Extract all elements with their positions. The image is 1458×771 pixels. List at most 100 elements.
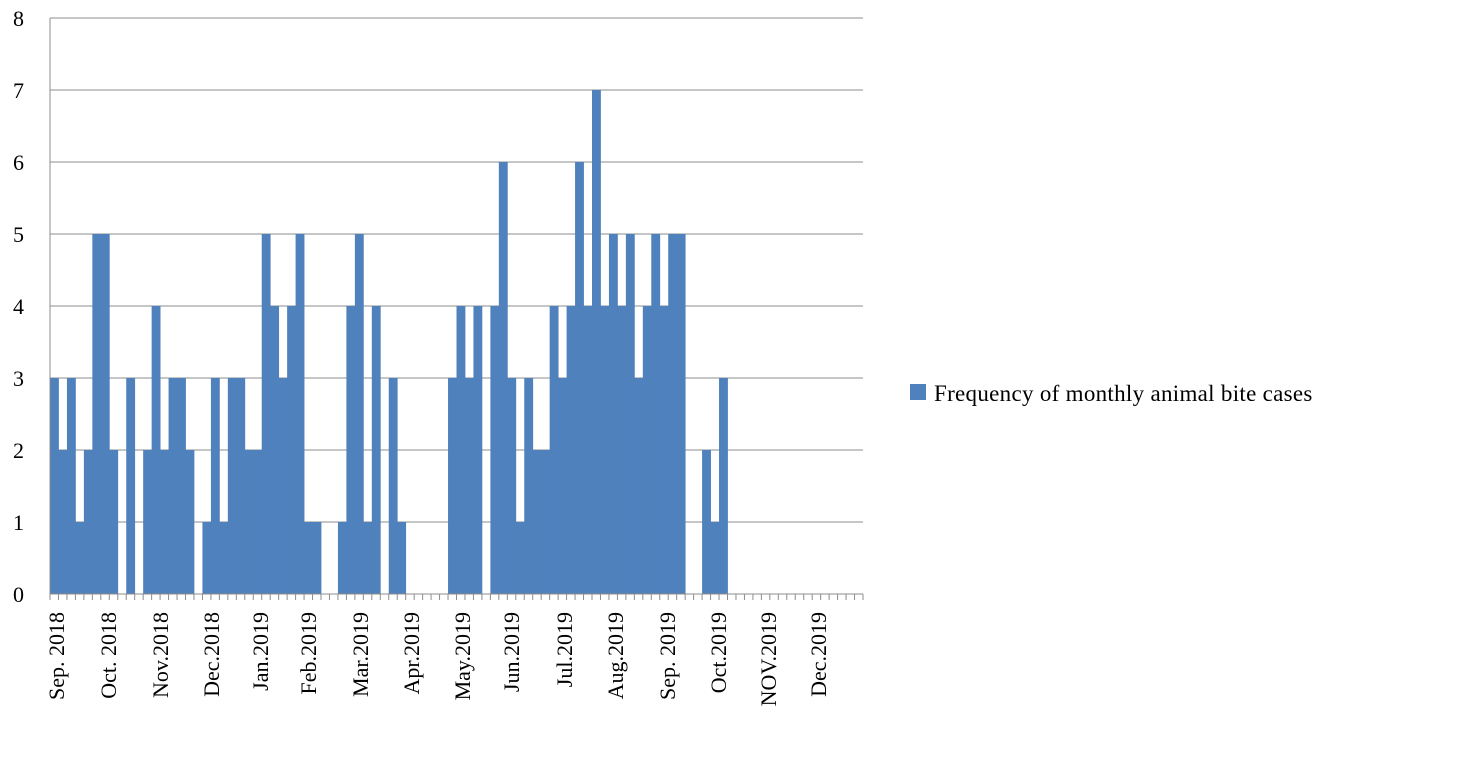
bar xyxy=(448,378,457,594)
bar xyxy=(566,306,576,594)
y-tick-label: 4 xyxy=(13,294,24,319)
bar xyxy=(634,378,644,594)
bar xyxy=(58,450,68,594)
x-tick-label: Jun.2019 xyxy=(499,612,524,692)
bar xyxy=(464,378,474,594)
x-tick-label: Oct. 2018 xyxy=(96,612,121,699)
y-tick-label: 1 xyxy=(13,510,24,535)
bar xyxy=(92,234,102,594)
x-tick-label: Oct.2019 xyxy=(706,612,731,693)
bar xyxy=(702,450,711,594)
bar xyxy=(524,378,534,594)
bar xyxy=(363,522,373,594)
bar xyxy=(388,378,398,594)
bar xyxy=(642,306,652,594)
bar xyxy=(668,234,678,594)
bar xyxy=(177,378,186,594)
bar xyxy=(354,234,364,594)
y-tick-label: 5 xyxy=(13,222,24,247)
x-tick-label: Nov.2018 xyxy=(148,612,173,698)
y-tick-label: 3 xyxy=(13,366,24,391)
y-tick-label: 7 xyxy=(13,78,24,103)
axes xyxy=(49,18,864,600)
bar xyxy=(490,306,500,594)
y-tick-label: 8 xyxy=(13,6,24,31)
bar xyxy=(295,234,305,594)
bar xyxy=(719,378,728,594)
bar xyxy=(676,234,686,594)
x-tick-label: May.2019 xyxy=(450,612,475,700)
bar xyxy=(261,234,271,594)
bar xyxy=(287,306,296,594)
x-tick-label: Dec.2018 xyxy=(199,612,224,697)
bar xyxy=(227,378,237,594)
bar xyxy=(371,306,381,594)
bar xyxy=(608,234,618,594)
bar xyxy=(160,450,169,594)
bar xyxy=(592,90,601,594)
x-tick-label: Jan.2019 xyxy=(248,612,273,691)
x-tick-labels: Sep. 2018 Oct. 2018 Nov.2018 Dec.2018 Jan.20… xyxy=(44,612,831,706)
x-tick-label: Feb.2019 xyxy=(296,612,321,695)
bar xyxy=(304,522,313,594)
bar xyxy=(50,378,59,594)
bar xyxy=(126,378,136,594)
bar xyxy=(151,306,161,594)
x-tick-label: Apr.2019 xyxy=(399,612,424,695)
bar xyxy=(583,306,593,594)
x-tick-label: Mar.2019 xyxy=(348,612,373,697)
bar xyxy=(473,306,483,594)
bar xyxy=(168,378,178,594)
x-tick-label: NOV.2019 xyxy=(756,612,781,706)
y-tick-label: 2 xyxy=(13,438,24,463)
bar xyxy=(75,522,85,594)
bar xyxy=(244,450,254,594)
legend-label: Frequency of monthly animal bite cases xyxy=(934,381,1313,406)
bar xyxy=(83,450,93,594)
bars xyxy=(50,90,728,594)
x-tick-label: Aug.2019 xyxy=(603,612,628,699)
bar xyxy=(532,450,542,594)
bar xyxy=(202,522,212,594)
bar xyxy=(109,450,119,594)
bar xyxy=(397,522,407,594)
y-tick-label: 6 xyxy=(13,150,24,175)
bar xyxy=(710,522,720,594)
bar xyxy=(507,378,517,594)
bar xyxy=(236,378,246,594)
bar xyxy=(100,234,110,594)
legend-swatch xyxy=(910,384,926,400)
x-tick-label: Sep. 2019 xyxy=(655,612,680,700)
bar xyxy=(625,234,635,594)
bar xyxy=(659,306,669,594)
y-tick-label: 0 xyxy=(13,582,24,607)
bar xyxy=(617,306,627,594)
bar xyxy=(66,378,76,594)
bar xyxy=(515,522,525,594)
bar xyxy=(210,378,220,594)
bar xyxy=(549,306,559,594)
x-tick-label: Jul.2019 xyxy=(552,612,577,687)
bar xyxy=(253,450,263,594)
bar xyxy=(337,522,347,594)
bar xyxy=(456,306,466,594)
bar xyxy=(558,378,567,594)
bar xyxy=(651,234,661,594)
bar xyxy=(270,306,280,594)
x-tick-label: Dec.2019 xyxy=(806,612,831,697)
bar xyxy=(143,450,153,594)
bar xyxy=(575,162,584,594)
bar xyxy=(185,450,195,594)
bar xyxy=(346,306,356,594)
bar xyxy=(312,522,322,594)
y-tick-labels: 0 1 2 3 4 5 6 7 8 xyxy=(13,6,24,607)
x-tick-label: Sep. 2018 xyxy=(44,612,69,700)
bar xyxy=(219,522,229,594)
bar xyxy=(278,378,288,594)
bar xyxy=(541,450,551,594)
bar xyxy=(600,306,610,594)
legend: Frequency of monthly animal bite cases xyxy=(910,381,1313,406)
bar xyxy=(498,162,508,594)
